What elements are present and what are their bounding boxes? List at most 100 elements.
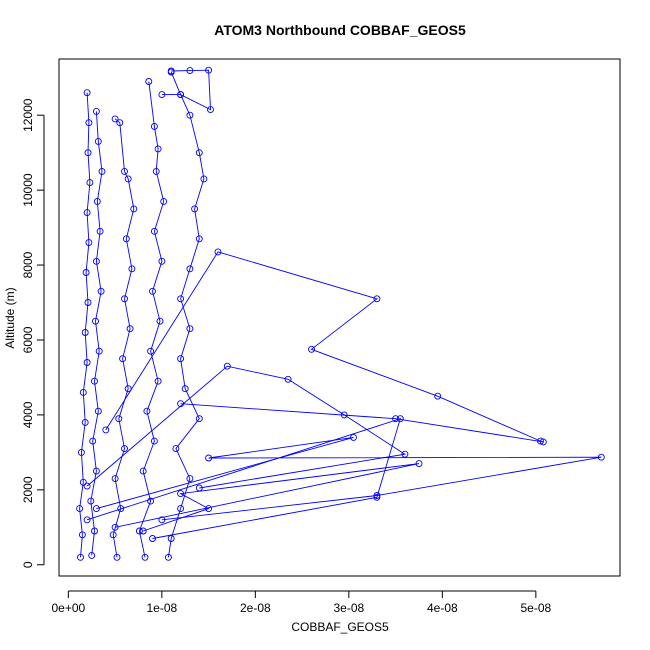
- y-tick-label: 2000: [21, 476, 35, 503]
- data-point: [373, 295, 381, 303]
- data-point: [121, 167, 128, 175]
- data-point: [434, 392, 442, 400]
- data-point: [84, 149, 92, 157]
- data-point: [88, 551, 96, 559]
- data-point: [186, 111, 194, 119]
- data-point: [95, 347, 103, 355]
- data-point: [340, 411, 348, 419]
- x-tick-label: 1e-08: [146, 601, 177, 615]
- data-point: [186, 67, 194, 75]
- data-point: [373, 492, 381, 499]
- data-point: [154, 377, 162, 385]
- data-point: [130, 205, 138, 213]
- y-tick-label: 8000: [21, 251, 35, 278]
- series-line: [96, 436, 602, 521]
- data-point: [167, 67, 175, 75]
- y-axis-label: Altitude (m): [3, 287, 17, 348]
- data-point: [164, 553, 172, 561]
- data-point: [539, 438, 547, 446]
- series-line: [167, 71, 205, 558]
- data-point: [121, 445, 128, 453]
- data-point: [83, 516, 91, 524]
- data-point: [150, 122, 158, 130]
- data-point: [207, 106, 214, 114]
- data-point: [91, 377, 98, 385]
- data-point: [191, 205, 199, 213]
- x-tick-label: 2e-08: [240, 601, 271, 615]
- data-point: [139, 527, 147, 535]
- data-point: [145, 78, 153, 85]
- data-point: [177, 355, 185, 363]
- data-point: [117, 505, 125, 513]
- plot-frame: [58, 58, 621, 577]
- data-point: [79, 388, 87, 396]
- data-point: [89, 437, 97, 445]
- data-point: [113, 553, 121, 561]
- x-axis: 0e+00 1e-08 2e-08 3e-08 4e-08 5e-08: [51, 590, 552, 615]
- data-point: [154, 145, 162, 153]
- data-point: [83, 209, 91, 217]
- data-point: [126, 325, 134, 333]
- data-point: [119, 355, 127, 363]
- data-point: [83, 89, 91, 97]
- data-point: [111, 523, 119, 531]
- data-point: [124, 175, 132, 183]
- data-point: [92, 317, 99, 325]
- data-point: [92, 257, 100, 265]
- data-point: [122, 235, 130, 243]
- data-point: [81, 329, 89, 336]
- data-point: [93, 197, 101, 205]
- data-point: [150, 437, 158, 445]
- data-point: [83, 482, 91, 490]
- y-tick-label: 0: [21, 561, 35, 568]
- data-point: [350, 433, 357, 441]
- data-point: [124, 385, 132, 393]
- data-point: [97, 287, 105, 295]
- data-point: [92, 107, 100, 115]
- data-point: [79, 478, 87, 486]
- y-tick-label: 4000: [21, 401, 35, 428]
- data-point: [76, 505, 84, 513]
- x-tick-label: 5e-08: [520, 601, 551, 615]
- data-point: [85, 239, 93, 247]
- data-point: [115, 415, 123, 423]
- data-point: [96, 227, 104, 235]
- series-line: [105, 251, 544, 443]
- data-point: [396, 415, 404, 423]
- data-point: [195, 235, 203, 243]
- data-point: [98, 167, 106, 175]
- data-point: [205, 454, 213, 462]
- series-line: [138, 81, 165, 558]
- series-line: [79, 92, 91, 558]
- data-point: [77, 448, 85, 456]
- y-tick-label: 12000: [21, 98, 35, 132]
- chart-title: ATOM3 Northbound COBBAF_GEOS5: [214, 22, 466, 38]
- data-point: [205, 505, 213, 513]
- data-point: [109, 531, 117, 539]
- data-point: [195, 149, 203, 157]
- series-line: [161, 69, 211, 111]
- series-line: [90, 111, 103, 556]
- data-point: [141, 553, 149, 561]
- data-point: [121, 295, 128, 303]
- data-point: [135, 527, 143, 535]
- data-point: [147, 497, 155, 505]
- data-point: [111, 475, 119, 483]
- data-point: [81, 418, 89, 426]
- data-point: [78, 531, 86, 539]
- data-point: [86, 179, 94, 187]
- data-point: [308, 345, 315, 353]
- y-tick-label: 10000: [21, 173, 35, 207]
- data-point: [177, 505, 185, 513]
- x-tick-label: 3e-08: [333, 601, 364, 615]
- y-tick-label: 6000: [21, 326, 35, 353]
- data-point: [537, 437, 544, 445]
- series-line: [112, 118, 135, 558]
- x-axis-label: COBBAF_GEOS5: [291, 620, 389, 634]
- data-point: [205, 66, 213, 74]
- data-point: [214, 248, 222, 256]
- data-point: [87, 497, 95, 505]
- data-point: [597, 453, 605, 461]
- data-point: [128, 265, 136, 273]
